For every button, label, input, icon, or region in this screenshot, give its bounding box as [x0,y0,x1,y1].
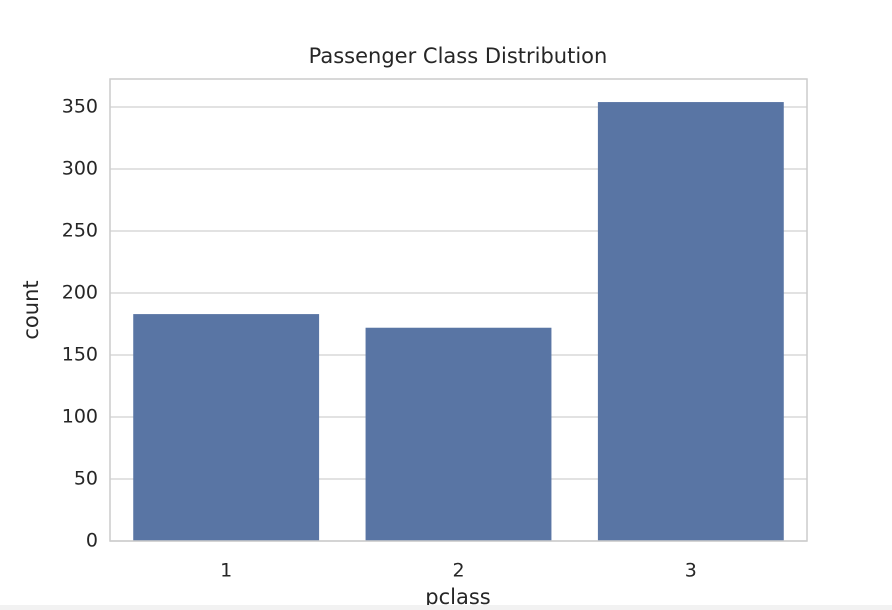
y-tick-label: 350 [62,96,98,118]
bottom-strip [0,605,892,610]
bar [133,314,320,541]
x-tick-label: 1 [220,560,232,582]
bar [597,102,784,541]
y-tick-label: 300 [62,158,98,180]
bars [133,102,784,541]
y-tick-label: 200 [62,282,98,304]
y-tick-label: 50 [74,468,98,490]
y-tick-label: 100 [62,406,98,428]
x-tick-label: 3 [685,560,697,582]
y-tick-label: 250 [62,220,98,242]
bar [365,327,552,541]
x-tick-label: 2 [452,560,464,582]
y-tick-label: 150 [62,344,98,366]
plot-frame [109,78,808,542]
y-axis-label: count [19,280,43,339]
chart-title: Passenger Class Distribution [309,44,608,68]
y-tick-label: 0 [86,530,98,552]
